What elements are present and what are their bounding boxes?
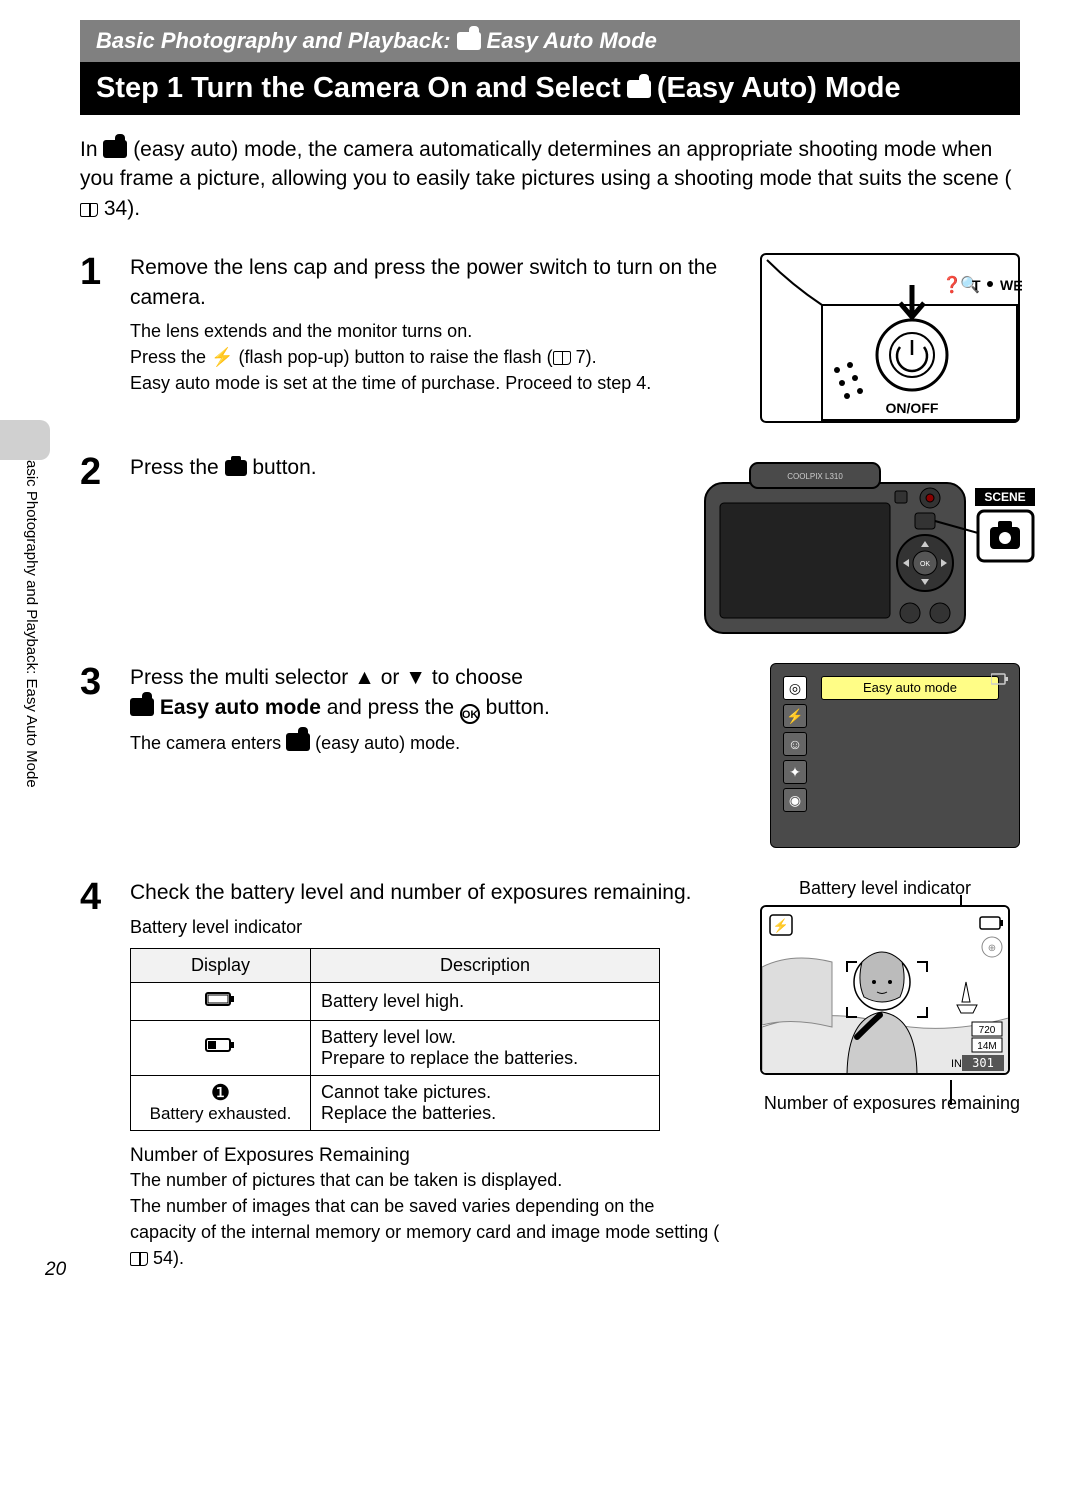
svg-text:⊕: ⊕: [988, 943, 996, 954]
t: Press the multi selector ▲ or ▼ to choos…: [130, 666, 523, 689]
battery-exhausted-cell: ❶ Battery exhausted.: [131, 1075, 311, 1130]
t: Easy auto mode: [160, 696, 321, 719]
table-header-display: Display: [131, 948, 311, 982]
menu-icon-smart: ☺: [783, 732, 807, 756]
menu-icon-easyauto: ◎: [783, 676, 807, 700]
step-4: 4 Check the battery level and number of …: [80, 878, 1020, 1271]
svg-text:IN: IN: [951, 1058, 962, 1070]
t: 7).: [576, 347, 597, 367]
battery-table: Display Description Battery level high.: [130, 948, 660, 1131]
easy-auto-icon: [627, 80, 651, 98]
camera-icon: [225, 460, 247, 476]
step2-illustration: COOLPIX L310 OK: [680, 453, 1020, 633]
step-desc: The camera enters (easy auto) mode.: [130, 730, 730, 756]
menu-icon-list: ◎ ⚡ ☺ ✦ ◉: [783, 676, 807, 812]
svg-text:301: 301: [972, 1056, 994, 1070]
step-title: Remove the lens cap and press the power …: [130, 253, 730, 312]
easy-auto-icon: [130, 698, 154, 716]
battery-indicator-label: Battery level indicator: [750, 878, 1020, 899]
cell: Battery level high.: [311, 982, 660, 1020]
step-number: 1: [80, 253, 110, 291]
step3-illustration: ◎ ⚡ ☺ ✦ ◉ Easy auto mode: [750, 663, 1020, 848]
svg-text:COOLPIX L310: COOLPIX L310: [787, 472, 843, 481]
intro-paragraph: In (easy auto) mode, the camera automati…: [80, 135, 1020, 223]
step-desc: Press the ⚡ (flash pop-up) button to rai…: [130, 344, 730, 370]
step-number: 2: [80, 453, 110, 491]
menu-selected-label: Easy auto mode: [821, 676, 999, 700]
table-header-desc: Description: [311, 948, 660, 982]
header-band: Basic Photography and Playback: Easy Aut…: [80, 20, 1020, 62]
table-row: Battery level high.: [131, 982, 660, 1020]
page-ref-icon: [130, 1252, 148, 1266]
exp-desc2: The number of images that can be saved v…: [130, 1193, 720, 1271]
step-number: 4: [80, 878, 110, 916]
step-desc: Easy auto mode is set at the time of pur…: [130, 370, 730, 396]
header-mode: Easy Auto Mode: [487, 28, 657, 54]
t: The camera enters: [130, 733, 286, 753]
t: (easy auto) mode.: [310, 733, 460, 753]
t: Press the: [130, 456, 225, 479]
svg-text:❓: ❓: [942, 275, 962, 294]
intro-text2: (easy auto) mode, the camera automatical…: [80, 138, 1012, 190]
t: (flash pop-up) button to raise the flash…: [233, 347, 552, 367]
step-1: 1 Remove the lens cap and press the powe…: [80, 253, 1020, 423]
battery-low-icon: [131, 1020, 311, 1075]
svg-text:⚡: ⚡: [773, 918, 789, 934]
battery-heading: Battery level indicator: [130, 914, 720, 940]
easy-auto-icon: [286, 733, 310, 751]
warning-icon: ❶: [141, 1082, 300, 1104]
step-desc: The lens extends and the monitor turns o…: [130, 318, 730, 344]
cell: Cannot take pictures. Replace the batter…: [311, 1075, 660, 1130]
title-prefix: Step 1 Turn the Camera On and Select: [96, 72, 621, 105]
cell: Battery level low. Prepare to replace th…: [311, 1020, 660, 1075]
svg-text:14M: 14M: [977, 1041, 996, 1052]
title-suffix: (Easy Auto) Mode: [657, 72, 901, 105]
step1-illustration: ON/OFF ❓ 🔍 T W⊟: [750, 253, 1020, 423]
step-title: Press the multi selector ▲ or ▼ to choos…: [130, 663, 730, 723]
step-number: 3: [80, 663, 110, 701]
battery-high-icon: [131, 982, 311, 1020]
t: button.: [480, 696, 550, 719]
easy-auto-icon: [103, 140, 127, 158]
svg-text:W⊟: W⊟: [1000, 277, 1022, 293]
header-section: Basic Photography and Playback:: [96, 28, 451, 54]
flash-icon: ⚡: [211, 347, 233, 367]
page-number: 20: [45, 1259, 66, 1281]
ok-icon: OK: [460, 704, 480, 724]
svg-text:OK: OK: [920, 561, 930, 568]
t: 54).: [153, 1248, 184, 1268]
page-ref-icon: [553, 351, 571, 365]
title-band: Step 1 Turn the Camera On and Select (Ea…: [80, 62, 1020, 115]
battery-icon: [991, 672, 1009, 686]
menu-icon-effects: ✦: [783, 760, 807, 784]
step-2: 2 Press the button. COOLPIX L310: [80, 453, 1020, 633]
side-tab-text: Basic Photography and Playback: Easy Aut…: [23, 450, 40, 788]
t: Press the: [130, 347, 211, 367]
page-ref-icon: [80, 203, 98, 217]
intro-ref-num: 34: [104, 197, 127, 220]
svg-text:720: 720: [979, 1025, 996, 1036]
table-row: ❶ Battery exhausted. Cannot take picture…: [131, 1075, 660, 1130]
exposures-label: Number of exposures remaining: [750, 1093, 1020, 1114]
t: The number of images that can be saved v…: [130, 1196, 719, 1242]
step-title: Check the battery level and number of ex…: [130, 878, 720, 907]
svg-text:T: T: [972, 277, 981, 293]
exposures-heading: Number of Exposures Remaining: [130, 1145, 720, 1167]
t: and press the: [321, 696, 460, 719]
t: button.: [247, 456, 317, 479]
side-tab: Basic Photography and Playback: Easy Aut…: [0, 440, 50, 798]
step-3: 3 Press the multi selector ▲ or ▼ to cho…: [80, 663, 1020, 848]
lcd-screen: ⚡ ⊕ 720: [760, 905, 1010, 1075]
intro-text1: In: [80, 138, 103, 161]
menu-icon-scene: ⚡: [783, 704, 807, 728]
exp-desc1: The number of pictures that can be taken…: [130, 1167, 720, 1193]
easy-auto-icon: [457, 32, 481, 50]
menu-icon-auto: ◉: [783, 788, 807, 812]
step4-right-col: Battery level indicator: [750, 878, 1020, 1120]
table-row: Battery level low. Prepare to replace th…: [131, 1020, 660, 1075]
svg-text:ON/OFF: ON/OFF: [886, 400, 939, 416]
t: Battery exhausted.: [141, 1104, 300, 1124]
step-title: Press the button.: [130, 453, 660, 482]
svg-text:SCENE: SCENE: [984, 490, 1025, 504]
